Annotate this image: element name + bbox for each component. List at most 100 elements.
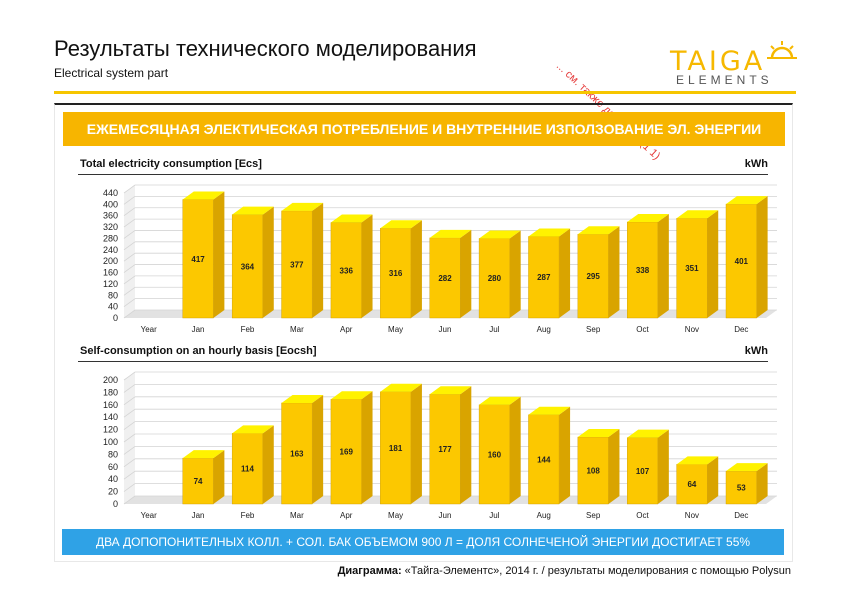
bar-top-jul [479,230,521,239]
bar-mar [281,402,313,505]
bar-nov [676,218,708,319]
bar-top-may [380,383,422,392]
bar-apr [330,222,362,319]
y-tick-label: 360 [103,211,118,221]
bar-may [380,391,412,505]
y-tick-label: 120 [103,279,118,289]
bar-side-feb [262,206,274,318]
x-tick-label: Mar [290,325,304,334]
data-label-aug: 287 [537,273,551,282]
y-tick-label: 160 [103,268,118,278]
y-tick-label: 0 [113,313,118,323]
y-tick-label: 20 [108,487,118,497]
bar-side-may [410,383,422,504]
x-tick-label: Dec [734,511,748,520]
bar-side-oct [657,429,669,504]
data-label-mar: 163 [290,449,304,458]
y-tick-label: 40 [108,302,118,312]
data-label-nov: 351 [685,264,699,273]
data-label-jun: 177 [438,445,452,454]
bar-jul [478,238,510,319]
caption-label: Диаграмма: [337,565,402,577]
gridline-diagonal [123,371,136,381]
x-tick-label: Apr [340,511,353,520]
bar-oct [627,221,659,319]
bar-top-may [380,220,422,229]
page-title: Результаты технического моделирования [54,36,477,61]
bar-mar [281,210,313,319]
bar-side-jul [509,396,521,504]
x-tick-label: Aug [537,511,551,520]
data-label-dec: 401 [735,257,749,266]
chart-1-title: Total electricity consumption [Ecs] [80,158,262,170]
x-tick-label: Aug [537,325,551,334]
gridline-diagonal [123,264,136,273]
data-label-nov: 64 [687,480,696,489]
data-label-jan: 417 [191,255,205,264]
bar-top-aug [528,228,571,237]
bar-side-feb [262,425,274,504]
data-label-jul: 280 [488,274,502,283]
bar-side-oct [657,213,669,318]
x-tick-label: Feb [241,511,255,520]
gridline-diagonal [123,286,136,296]
y-tick-label: 200 [103,256,118,266]
bar-top-jan [182,191,225,200]
bar-apr [330,399,362,505]
gridline-diagonal [123,421,136,430]
data-label-aug: 144 [537,455,551,464]
bar-top-mar [281,202,324,211]
bar-side-mar [312,202,324,318]
logo-wordmark: TAIGA [670,46,766,77]
x-tick-label: Jun [439,511,452,520]
bar-top-mar [281,394,324,403]
chart-side-wall [124,185,135,318]
x-tick-label: Oct [636,325,649,334]
x-tick-label: Year [141,511,158,520]
chart-self-consumption: 0 20 40 60 80 100 120 140 160 180 200 Year Jan 74 Feb 1… [103,371,777,520]
bar-side-jun [460,386,472,504]
y-tick-label: 40 [108,474,118,484]
data-label-jul: 160 [488,450,502,459]
chart-1-header: Total electricity consumption [Ecs] kWh [78,158,768,175]
bar-top-jun [429,229,472,238]
data-label-mar: 377 [290,260,304,269]
bar-side-jan [213,450,225,504]
gridline-diagonal [123,446,136,455]
x-tick-label: Dec [734,325,748,334]
x-tick-label: Nov [685,511,699,520]
chart-2-header: Self-consumption on an hourly basis [Eoc… [78,345,768,362]
y-tick-label: 320 [103,222,118,232]
bar-side-jun [460,229,472,318]
gridline-diagonal [123,458,136,468]
bar-jan [182,457,214,505]
gridline-diagonal [123,433,136,443]
data-label-oct: 107 [636,467,650,476]
footer-banner: ДВА ДОПОПОНИТЕЛНЫХ КОЛЛ. + СОЛ. БАК ОБЪЕ… [62,529,784,555]
logo-subtitle: ELEMENTS [676,73,773,87]
bar-dec [725,470,757,505]
bar-top-nov [676,456,719,465]
gridline-diagonal [123,196,136,205]
x-tick-label: Sep [586,511,601,520]
data-label-dec: 53 [737,484,746,493]
data-label-oct: 338 [636,266,650,275]
gridline-diagonal [123,275,136,285]
gridline-diagonal [123,218,136,228]
bar-top-feb [232,206,274,215]
data-label-apr: 336 [340,266,354,275]
gridline-diagonal [123,230,136,239]
y-tick-label: 240 [103,245,118,255]
y-tick-label: 160 [103,400,118,410]
bar-side-jan [213,191,225,318]
bar-top-oct [627,429,669,438]
bar-top-jun [429,386,472,395]
y-tick-label: 180 [103,387,118,397]
x-tick-label: Jan [192,325,205,334]
y-tick-label: 440 [103,188,118,198]
bar-top-sep [577,226,620,235]
x-tick-label: May [388,325,403,334]
bar-side-dec [756,463,768,504]
gridline-diagonal [123,495,136,505]
